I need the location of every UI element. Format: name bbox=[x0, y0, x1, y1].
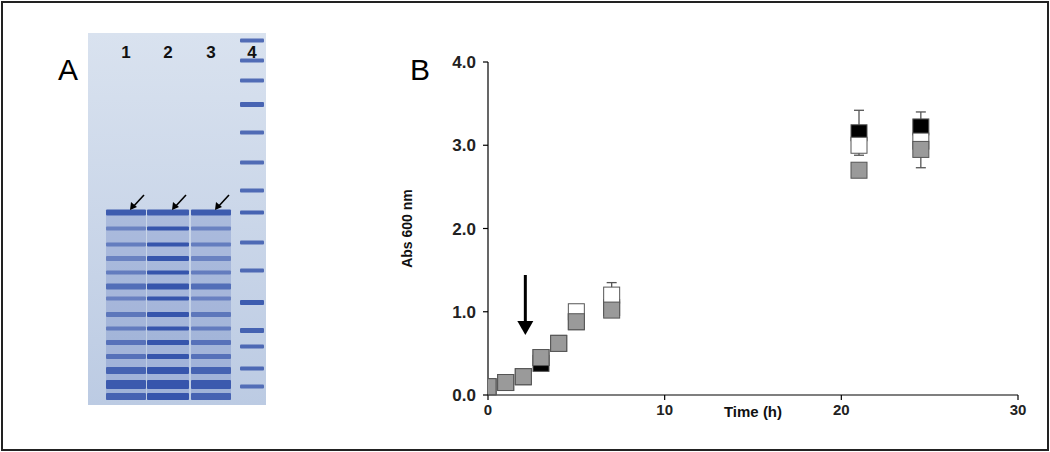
y-tick-label: 4.0 bbox=[452, 53, 476, 72]
gel-background bbox=[88, 33, 266, 405]
data-point bbox=[533, 350, 549, 366]
data-point bbox=[515, 369, 531, 385]
gel-band bbox=[240, 161, 264, 165]
x-axis-label: Time (h) bbox=[724, 403, 782, 420]
lane-label: 3 bbox=[206, 43, 215, 62]
x-axis-line bbox=[488, 394, 1018, 395]
gel-band bbox=[240, 189, 264, 193]
gel: 1 2 3 4 bbox=[88, 33, 266, 405]
y-tick-label: 2.0 bbox=[452, 220, 476, 239]
induction-arrowhead bbox=[517, 321, 533, 335]
panel-label: B bbox=[410, 53, 430, 86]
gel-band bbox=[240, 39, 264, 43]
x-tick bbox=[841, 395, 842, 400]
gel-band bbox=[240, 345, 264, 349]
data-point bbox=[851, 137, 867, 153]
gel-band bbox=[240, 241, 264, 245]
figure-border bbox=[2, 2, 1048, 450]
data-point bbox=[498, 375, 514, 391]
x-tick bbox=[664, 395, 665, 400]
gel-arrowhead bbox=[215, 202, 222, 210]
y-tick bbox=[483, 228, 488, 229]
gel-band bbox=[240, 300, 264, 305]
gel-band bbox=[240, 367, 264, 371]
gel-band bbox=[106, 210, 146, 216]
x-tick-label: 10 bbox=[656, 401, 673, 418]
gel-arrowhead bbox=[172, 202, 179, 210]
x-tick-label: 0 bbox=[484, 401, 492, 418]
gel-band bbox=[240, 269, 264, 273]
gel-band bbox=[240, 211, 264, 215]
error-cap bbox=[916, 167, 926, 168]
gel-band bbox=[240, 131, 264, 135]
gel-band bbox=[240, 385, 264, 389]
data-point bbox=[551, 335, 567, 351]
y-tick-label: 3.0 bbox=[452, 136, 476, 155]
axes: 0.0 1.0 2.0 3.0 4.0 0 10 20 30 Time (h) Abs 600 nm bbox=[399, 53, 1026, 420]
x-tick bbox=[487, 395, 488, 400]
error-cap bbox=[607, 282, 617, 283]
y-tick bbox=[483, 61, 488, 62]
error-cap bbox=[916, 111, 926, 112]
gel-band bbox=[240, 328, 264, 333]
data-point bbox=[498, 375, 514, 391]
lane-label: 1 bbox=[121, 43, 130, 62]
y-axis-label: Abs 600 nm bbox=[399, 189, 415, 268]
data-point bbox=[551, 335, 567, 351]
y-tick bbox=[483, 311, 488, 312]
gel-smear bbox=[191, 215, 231, 400]
data-point bbox=[913, 141, 929, 157]
gel-band bbox=[147, 210, 189, 216]
panel-label: A bbox=[58, 53, 78, 86]
x-tick bbox=[1017, 395, 1018, 400]
data-point bbox=[568, 314, 584, 330]
data-point bbox=[488, 379, 496, 395]
gel-band bbox=[191, 210, 231, 216]
plot-area bbox=[488, 110, 929, 394]
y-tick bbox=[483, 145, 488, 146]
induction-arrow bbox=[524, 275, 527, 323]
gel-smear bbox=[147, 215, 189, 400]
lane-label: 2 bbox=[163, 43, 172, 62]
gel-band bbox=[240, 102, 264, 107]
gel-smear bbox=[106, 215, 146, 400]
y-tick bbox=[483, 394, 488, 395]
y-tick-label: 1.0 bbox=[452, 303, 476, 322]
gel-band bbox=[240, 79, 264, 83]
data-point bbox=[551, 335, 567, 351]
data-point bbox=[604, 302, 620, 318]
data-point bbox=[498, 375, 514, 391]
data-point bbox=[533, 350, 549, 366]
data-point bbox=[515, 369, 531, 385]
x-tick-label: 30 bbox=[1010, 401, 1027, 418]
data-point bbox=[913, 119, 929, 135]
data-point bbox=[488, 379, 496, 395]
gel-arrowhead bbox=[130, 202, 137, 210]
data-point bbox=[568, 314, 584, 330]
lane-label: 4 bbox=[247, 43, 257, 62]
x-tick-label: 20 bbox=[833, 401, 850, 418]
error-cap bbox=[854, 110, 864, 111]
data-point bbox=[515, 369, 531, 385]
error-cap bbox=[854, 155, 864, 156]
figure: A B 1 2 3 4 0.0 1.0 2.0 3.0 4.0 0 10 20 30 Time (h) Abs … bbox=[0, 0, 1050, 452]
data-point bbox=[488, 379, 496, 395]
data-point bbox=[851, 162, 867, 178]
data-point bbox=[604, 287, 620, 303]
y-tick-label: 0.0 bbox=[452, 386, 476, 405]
